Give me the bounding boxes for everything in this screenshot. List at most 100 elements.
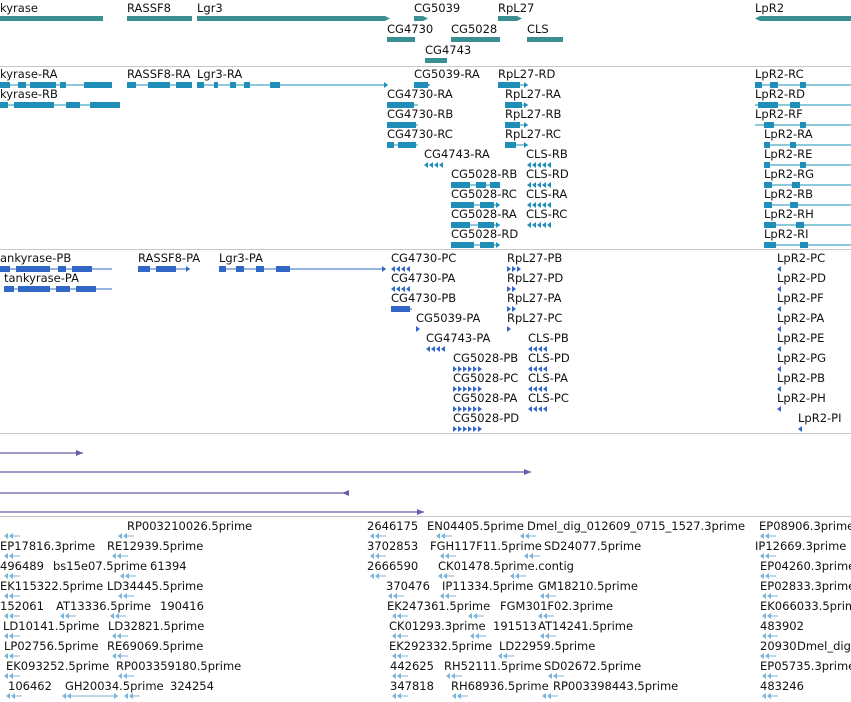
- protein-glyph-ankyrase-pb-exon[interactable]: [16, 266, 50, 272]
- transcript-glyph-lpr2-rf-exon[interactable]: [800, 122, 806, 128]
- est-label[interactable]: 324254: [170, 679, 214, 693]
- transcript-glyph-cls-rd[interactable]: [537, 182, 541, 188]
- protein-label[interactable]: RASSF8-PA: [138, 251, 201, 265]
- transcript-glyph-cg5028-rc-exon[interactable]: [480, 202, 494, 208]
- transcript-glyph-kyrase-ra-exon[interactable]: [18, 82, 26, 88]
- est-glyph[interactable]: [553, 673, 557, 679]
- protein-label[interactable]: CG4730-PA: [391, 271, 456, 285]
- transcript-glyph-lpr2-rd-exon[interactable]: [758, 102, 778, 108]
- transcript-label[interactable]: LpR2-RE: [764, 147, 813, 161]
- est-label[interactable]: RH68936.5prime: [451, 679, 549, 693]
- est-glyph-span-arrow[interactable]: [114, 693, 118, 699]
- transcript-glyph-kyrase-rb-exon[interactable]: [66, 102, 80, 108]
- transcript-glyph-cls-ra[interactable]: [532, 202, 536, 208]
- protein-label[interactable]: CG5039-PA: [416, 311, 481, 325]
- est-glyph[interactable]: [543, 613, 547, 619]
- protein-glyph-cg4743-pa[interactable]: [426, 346, 430, 352]
- est-glyph[interactable]: [760, 533, 764, 539]
- transcript-glyph-lpr2-rf-exon[interactable]: [764, 122, 774, 128]
- est-glyph[interactable]: [767, 593, 771, 599]
- transcript-glyph-cg5028-rb-exon[interactable]: [451, 182, 470, 188]
- est-glyph[interactable]: [123, 533, 127, 539]
- protein-label[interactable]: Lgr3-PA: [219, 251, 263, 265]
- transcript-label[interactable]: RASSF8-RA: [127, 67, 191, 81]
- gene-glyph-lpr2[interactable]: [755, 16, 851, 21]
- transcript-glyph-cls-rc[interactable]: [527, 222, 531, 228]
- gene-label-cg4730[interactable]: CG4730: [387, 22, 434, 36]
- est-glyph[interactable]: [392, 673, 396, 679]
- protein-label[interactable]: CG4730-PB: [391, 291, 457, 305]
- protein-glyph-cls-pd[interactable]: [538, 366, 542, 372]
- protein-glyph-cls-pa[interactable]: [533, 386, 537, 392]
- transcript-label[interactable]: kyrase-RA: [0, 67, 58, 81]
- transcript-glyph-cls-ra[interactable]: [537, 202, 541, 208]
- est-glyph[interactable]: [765, 553, 769, 559]
- protein-glyph-lpr2[interactable]: [777, 266, 781, 272]
- est-glyph[interactable]: [392, 613, 396, 619]
- gene-glyph-cls[interactable]: [527, 37, 563, 42]
- est-glyph[interactable]: [767, 673, 771, 679]
- est-glyph[interactable]: [117, 633, 121, 639]
- transcript-glyph-lpr2-rc-exon[interactable]: [755, 82, 762, 88]
- protein-glyph-lpr2[interactable]: [777, 326, 781, 332]
- protein-label[interactable]: LpR2-PE: [777, 331, 825, 345]
- protein-glyph-cg5028-pd[interactable]: [458, 426, 462, 432]
- transcript-glyph-rpl27-rb-exon[interactable]: [505, 122, 520, 128]
- transcript-label[interactable]: Lgr3-RA: [197, 67, 243, 81]
- protein-label[interactable]: RpL27-PD: [507, 271, 564, 285]
- protein-label[interactable]: LpR2-PB: [777, 371, 825, 385]
- protein-glyph-cls-pa[interactable]: [528, 386, 532, 392]
- est-glyph[interactable]: [375, 553, 379, 559]
- est-label[interactable]: 483246: [760, 679, 804, 693]
- transcript-glyph-cls-rd[interactable]: [547, 182, 551, 188]
- est-label[interactable]: 370476: [386, 579, 430, 593]
- protein-glyph-cg4730-pc[interactable]: [391, 266, 395, 272]
- est-label[interactable]: RH52111.5prime: [444, 659, 542, 673]
- est-glyph[interactable]: [443, 573, 447, 579]
- est-glyph[interactable]: [762, 633, 766, 639]
- est-glyph[interactable]: [9, 553, 13, 559]
- transcript-label[interactable]: LpR2-RG: [764, 167, 815, 181]
- protein-label[interactable]: CG4743-PA: [426, 331, 491, 345]
- est-label[interactable]: LD32821.5prime: [108, 619, 205, 633]
- protein-label[interactable]: CLS-PB: [528, 331, 569, 345]
- transcript-glyph-lgr3-ra-exon[interactable]: [270, 82, 280, 88]
- est-label[interactable]: SD02672.5prime: [544, 659, 642, 673]
- transcript-glyph-cg4730-rc-exon[interactable]: [398, 142, 416, 148]
- est-glyph[interactable]: [440, 593, 444, 599]
- gene-glyph-cg5028[interactable]: [451, 37, 500, 42]
- transcript-glyph-cls-rc[interactable]: [537, 222, 541, 228]
- protein-glyph-ankyrase-pb-exon[interactable]: [0, 266, 10, 272]
- est-label[interactable]: 496489: [0, 559, 44, 573]
- est-glyph[interactable]: [9, 673, 13, 679]
- est-glyph[interactable]: [468, 613, 472, 619]
- est-glyph[interactable]: [538, 613, 542, 619]
- protein-glyph-cg5028-pa[interactable]: [453, 406, 457, 412]
- est-glyph[interactable]: [117, 653, 121, 659]
- transcript-glyph-rpl27-rc-arrow[interactable]: [524, 142, 528, 148]
- protein-label[interactable]: CG5028-PA: [453, 391, 518, 405]
- transcript-label[interactable]: CLS-RD: [526, 167, 569, 181]
- est-label[interactable]: CK01478.5prime.contig: [438, 559, 574, 573]
- est-glyph[interactable]: [452, 693, 456, 699]
- transcript-glyph-lpr2-ri-exon[interactable]: [800, 242, 808, 248]
- transcript-label[interactable]: CLS-RC: [526, 207, 568, 221]
- protein-glyph-lpr2[interactable]: [777, 406, 781, 412]
- transcript-glyph-rassf8-ra-exon[interactable]: [127, 82, 136, 88]
- est-label[interactable]: bs15e07.5prime: [53, 559, 148, 573]
- protein-glyph-cg4730-pb-exon[interactable]: [391, 306, 410, 312]
- est-glyph[interactable]: [767, 613, 771, 619]
- protein-glyph-cg4730-pa[interactable]: [396, 286, 400, 292]
- protein-glyph-lpr2[interactable]: [777, 306, 781, 312]
- protein-glyph-ankyrase-pb-exon[interactable]: [72, 266, 92, 272]
- est-glyph[interactable]: [4, 573, 8, 579]
- transcript-glyph-cg5028-ra-arrow[interactable]: [496, 222, 500, 228]
- protein-glyph-cls-pd[interactable]: [543, 366, 547, 372]
- transcript-glyph-kyrase-ra-exon[interactable]: [0, 82, 10, 88]
- transcript-glyph-lpr2-rg-exon[interactable]: [764, 182, 772, 188]
- est-label[interactable]: RP003359180.5prime: [116, 659, 242, 673]
- est-glyph[interactable]: [470, 633, 474, 639]
- transcript-glyph-cls-rb[interactable]: [532, 162, 536, 168]
- est-glyph[interactable]: [524, 553, 528, 559]
- protein-glyph-cg4743-pa[interactable]: [441, 346, 445, 352]
